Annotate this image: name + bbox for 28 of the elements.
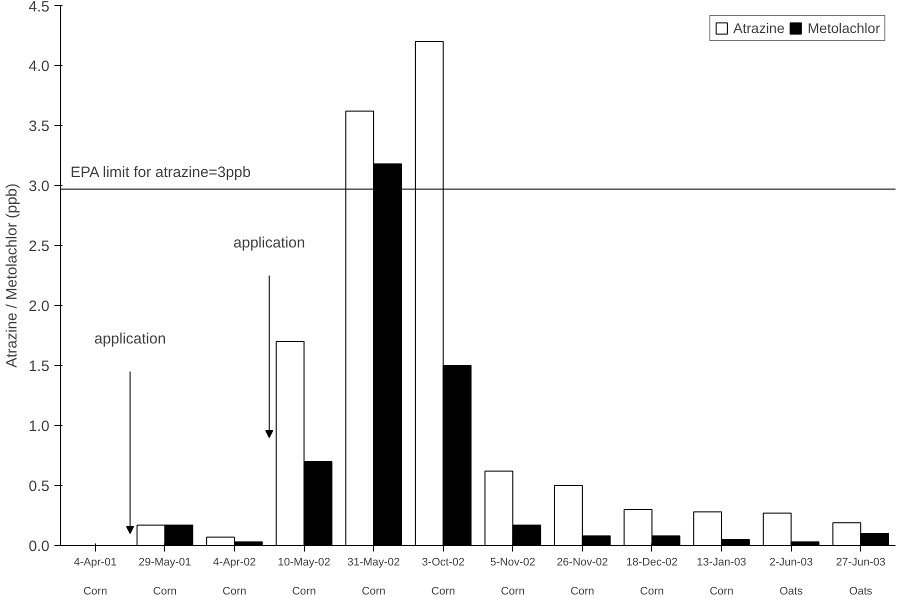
y-axis-title: Atrazine / Metolachlor (ppb) [4,183,21,368]
legend-label: Atrazine [733,20,785,36]
y-tick-label: 0.5 [28,478,50,495]
category-label: 27-Jun-03 Oats [836,556,886,598]
category-label: 4-Apr-01 Corn [74,556,117,598]
y-tick-label: 4.5 [28,0,50,16]
y-tick-label: 3.0 [28,178,50,195]
y-tick-label: 2.0 [28,298,50,315]
category-label: 26-Nov-02 Corn [556,556,608,598]
y-tick-label: 4.0 [28,58,50,75]
y-tick-label: 0.0 [28,538,50,555]
annotation: application [233,234,306,252]
category-label: 4-Apr-02 Corn [213,556,256,598]
y-tick-label: 2.5 [28,238,50,255]
category-label: 31-May-02 Corn [347,556,400,598]
legend-label: Metolachlor [808,20,880,36]
y-tick-label: 1.5 [28,358,50,375]
y-tick-label: 3.5 [28,118,50,135]
category-label: 5-Nov-02 Corn [490,556,536,598]
ref-line-label: EPA limit for atrazine=3ppb [70,164,251,182]
category-label: 29-May-01 Corn [138,556,192,598]
category-label: 10-May-02 Corn [278,556,330,598]
category-label: 3-Oct-02 Corn [422,556,465,598]
category-label: 18-Dec-02 Corn [626,556,678,598]
category-label: 13-Jan-03 Corn [696,556,746,598]
category-label: 2-Jun-03 Oats [769,556,813,598]
annotation: application [94,330,166,348]
y-tick-label: 1.0 [28,418,50,435]
